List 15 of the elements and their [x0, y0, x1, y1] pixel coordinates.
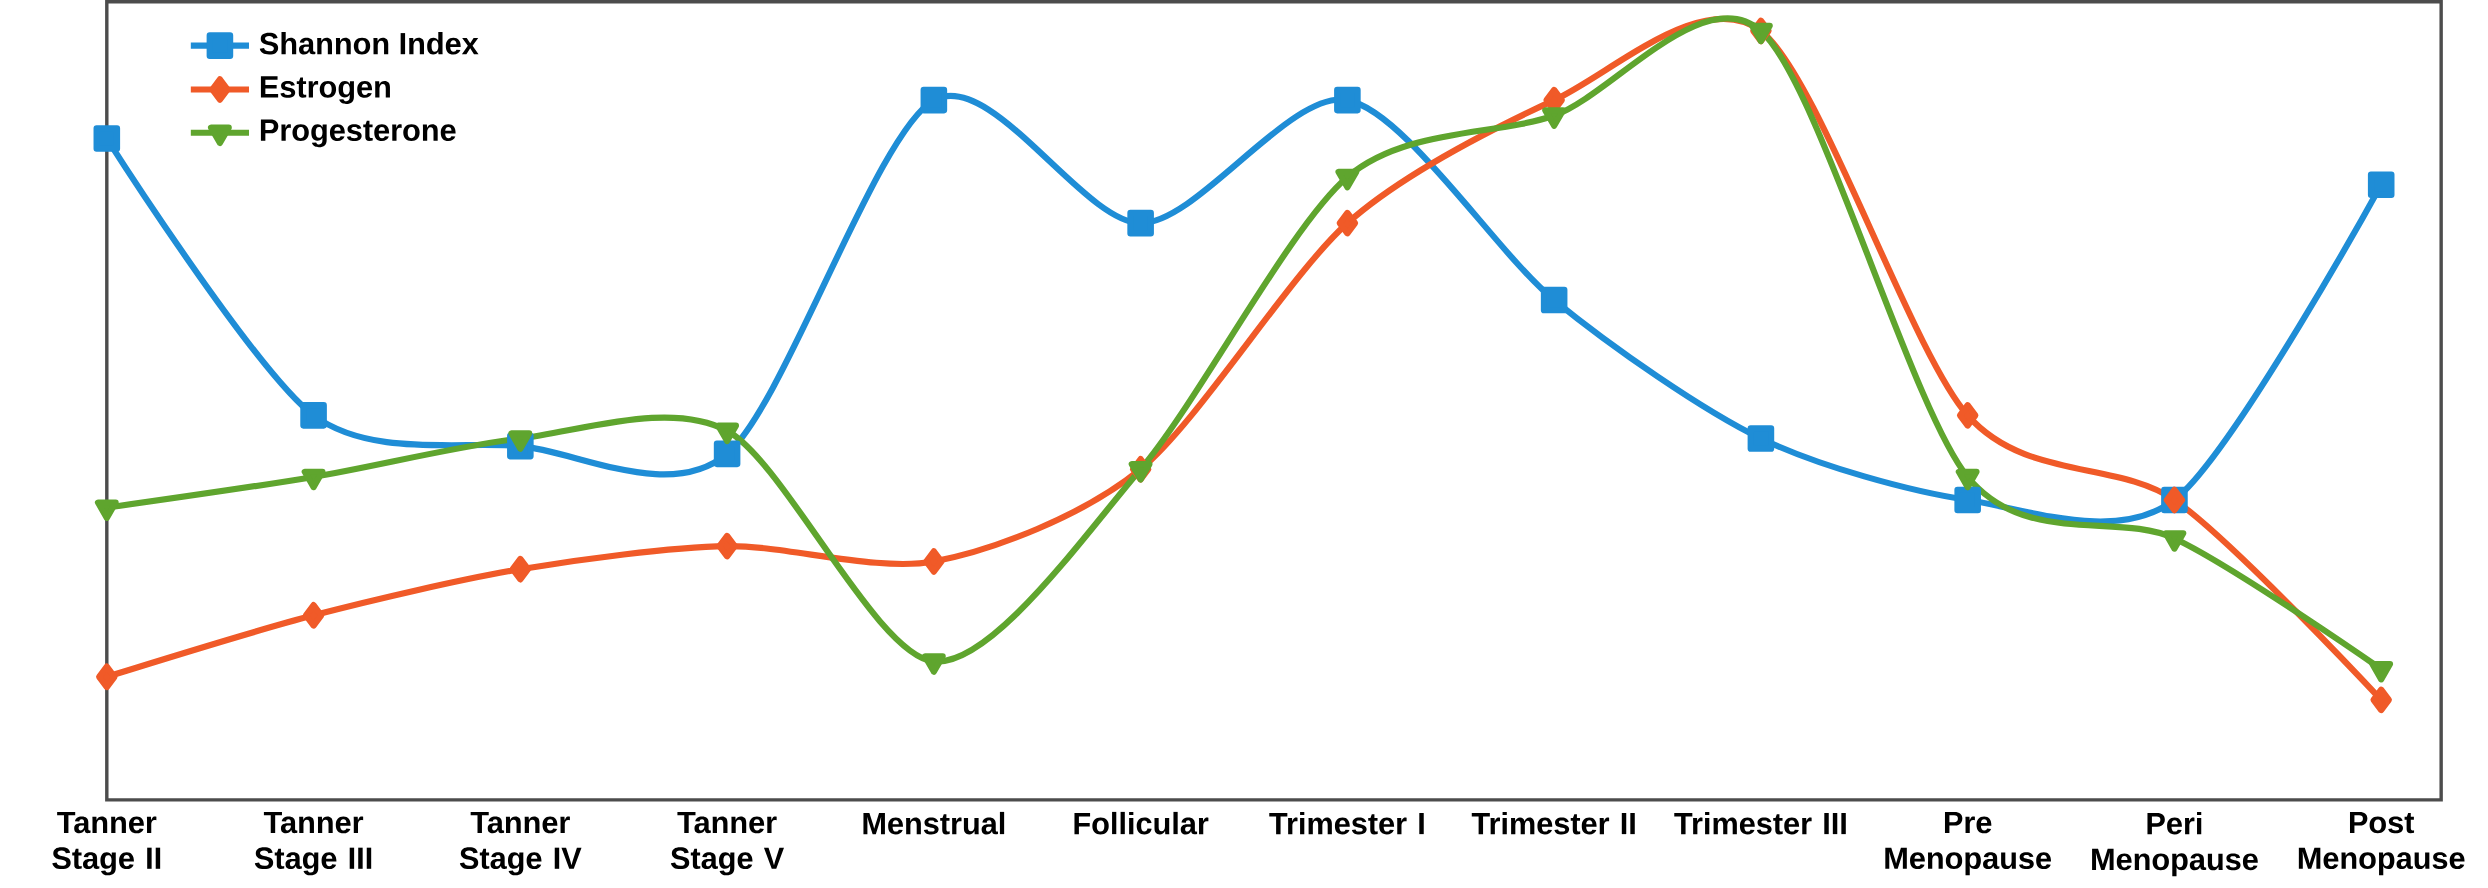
x-tick-label: Tanner Stage III	[254, 812, 372, 876]
x-tick-label: Pre Menopause	[1885, 812, 2052, 876]
x-tick-label: Peri Menopause	[2092, 812, 2258, 877]
x-tick-label: Tanner Stage IV	[459, 812, 582, 876]
legend-label: Shannon Index	[259, 32, 479, 55]
x-tick-label: Tanner Stage V	[670, 812, 784, 876]
x-tick-label: Post Menopause	[2298, 812, 2465, 876]
legend-label: Estrogen	[260, 76, 390, 105]
x-tick-label: Tanner Stage II	[52, 812, 161, 876]
x-tick-label: Follicular	[1074, 812, 1209, 835]
x-tick-label: Trimester II	[1471, 812, 1635, 835]
x-tick-label: Trimester III	[1674, 812, 1846, 835]
x-tick-label: Trimester I	[1269, 812, 1424, 835]
legend-label: Progesterone	[260, 119, 456, 148]
x-tick-label: Menstrual	[863, 812, 1005, 835]
